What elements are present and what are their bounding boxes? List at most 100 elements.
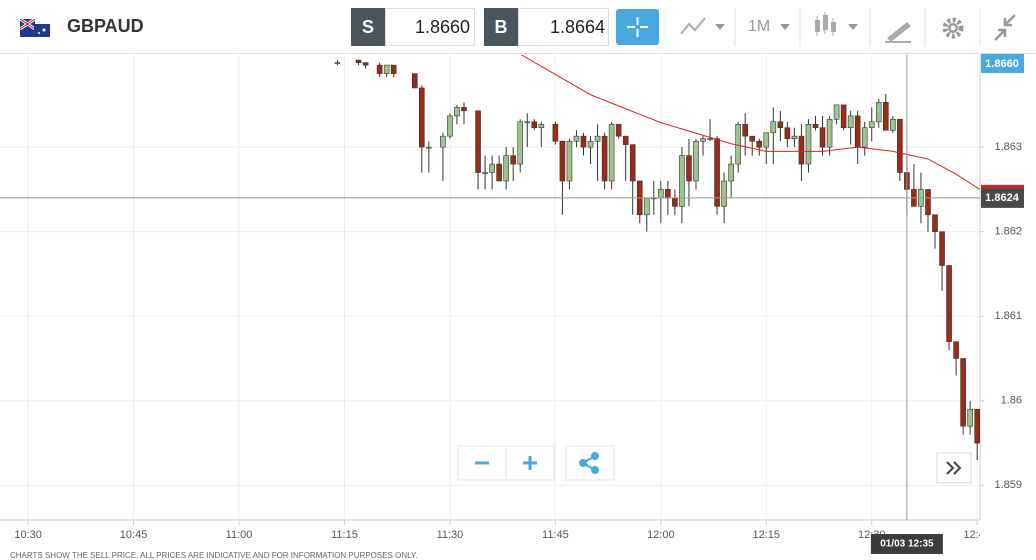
price-badge-label: 1.8660 (985, 58, 1019, 70)
candle-body (665, 189, 671, 199)
share-button[interactable] (565, 445, 615, 481)
candle-body (749, 135, 756, 142)
candle-body (932, 214, 938, 232)
candle-body (573, 135, 580, 142)
candle-body (819, 127, 826, 148)
last-price-badge (981, 185, 1024, 208)
sell-price[interactable]: 1.8660 (385, 8, 475, 46)
candle-body (735, 124, 741, 165)
candle-body (376, 64, 383, 74)
candle-body (362, 62, 369, 66)
candle-body (475, 110, 481, 173)
candle-body (608, 124, 615, 182)
symbol: GBPAUD (67, 16, 144, 36)
candle-body (791, 135, 798, 139)
x-tick-label: 11:15 (331, 529, 358, 541)
candle-body (826, 118, 833, 148)
candle-body (882, 102, 889, 131)
crosshair-button[interactable] (616, 9, 659, 45)
zoom-in[interactable] (523, 456, 537, 470)
candle-body (489, 163, 495, 173)
moving-average (520, 55, 980, 190)
y-tick-label: 1.862 (994, 226, 1022, 238)
last-price-badge-top (981, 184, 1024, 188)
x-tick-label: 12:45 (963, 529, 991, 541)
candle-body (707, 138, 713, 140)
candle-body (784, 127, 791, 139)
candle-body (426, 146, 432, 149)
flag-icon (20, 19, 50, 37)
timeframe[interactable]: 1M (748, 18, 771, 35)
candle-body (643, 197, 650, 216)
candle-body (833, 104, 840, 120)
candle-body (890, 118, 896, 131)
candle-body (897, 118, 903, 173)
candle-body (770, 121, 777, 134)
y-tick-label: 1.863 (994, 141, 1022, 153)
buy-label[interactable]: B (484, 8, 518, 46)
x-tick-label: 10:45 (120, 529, 148, 541)
candle-body (461, 107, 467, 112)
last-price-label: 1.8624 (985, 192, 1020, 204)
candle-body (355, 59, 362, 63)
y-tick-label: 1.86 (1001, 395, 1022, 407)
x-axis-labels: 10:30 10:45 11:00 11:15 11:30 11:45 12:00 12:15… (14, 520, 991, 541)
candle-body (580, 135, 587, 148)
candle-body (411, 73, 418, 89)
candle-body (503, 155, 509, 182)
candle-body (756, 140, 763, 148)
candle-body (419, 87, 425, 148)
price-badge (981, 54, 1024, 73)
candle-body (615, 124, 622, 137)
candle-body (482, 172, 488, 174)
candle-body (566, 140, 573, 182)
candle-body (686, 155, 692, 182)
candle-body (383, 64, 390, 74)
candle-body (510, 155, 516, 165)
candle-body (531, 121, 538, 129)
disclaimer: CHARTS SHOW THE SELL PRICE. ALL PRICES A… (10, 551, 418, 560)
candle-body (840, 104, 847, 129)
candle-body (601, 135, 608, 182)
candle-body (868, 121, 875, 129)
candle-body (847, 115, 854, 129)
candle-body (960, 358, 966, 427)
candle-body (334, 62, 341, 64)
candle-body (672, 197, 678, 207)
candle-body (861, 127, 868, 148)
candle-body (454, 107, 460, 117)
x-tick-label: 11:00 (226, 529, 253, 541)
candle-body (953, 341, 959, 359)
crosshair-label: 01/03 12:35 (880, 539, 934, 550)
candle-body (939, 231, 945, 266)
crosshair-badge (870, 534, 943, 554)
candle-body (700, 138, 706, 142)
buy-price[interactable]: 1.8664 (518, 8, 609, 46)
candle-body (805, 124, 812, 165)
candle-body (594, 135, 601, 142)
zoom-controls (457, 445, 972, 484)
y-tick-label: 1.859 (994, 479, 1022, 491)
candle-body (946, 265, 952, 342)
sell-label[interactable]: S (351, 8, 385, 46)
candle-body (552, 124, 559, 142)
candle-body (974, 408, 980, 444)
x-tick-label: 12:00 (647, 529, 675, 541)
x-tick-label: 11:30 (437, 529, 464, 541)
candle-body (693, 140, 699, 182)
candle-body (559, 140, 566, 182)
candle-body (777, 121, 784, 129)
x-tick-label: 11:45 (542, 529, 569, 541)
y-tick-label: 1.861 (994, 310, 1022, 322)
plot-area (0, 55, 980, 520)
candle-body (538, 124, 545, 129)
candle-body (658, 189, 664, 199)
candle-body (496, 163, 502, 182)
candle-body (763, 132, 770, 148)
candle-body (517, 121, 524, 165)
candle-body (967, 408, 973, 427)
candle-body (854, 115, 861, 148)
candle-body (925, 189, 931, 216)
candle-body (812, 124, 819, 129)
